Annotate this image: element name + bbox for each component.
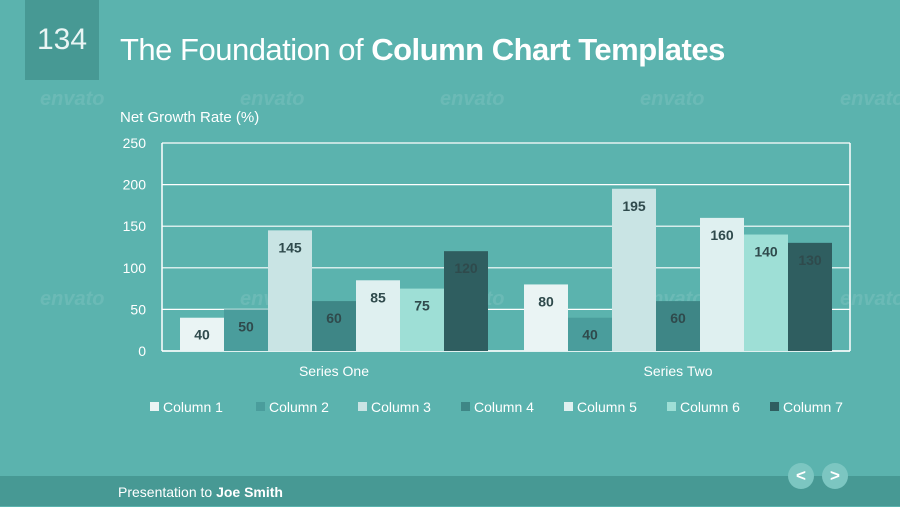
y-tick-label: 0 xyxy=(138,343,146,359)
chevron-right-icon: > xyxy=(830,466,840,485)
data-label: 145 xyxy=(278,239,302,255)
data-label: 160 xyxy=(710,227,734,243)
legend-label: Column 6 xyxy=(680,399,740,415)
y-tick-label: 200 xyxy=(123,177,147,193)
bar xyxy=(400,288,444,351)
bar xyxy=(700,217,744,351)
data-label: 120 xyxy=(454,260,478,276)
bar xyxy=(612,188,656,351)
legend-label: Column 4 xyxy=(474,399,534,415)
data-label: 40 xyxy=(582,327,598,343)
data-label: 75 xyxy=(414,298,430,314)
data-label: 130 xyxy=(798,252,822,268)
bar xyxy=(788,242,832,351)
data-label: 195 xyxy=(622,198,646,214)
footer-text: Presentation to Joe Smith xyxy=(118,484,283,500)
bar xyxy=(312,301,356,351)
bar xyxy=(444,251,488,351)
legend-swatch xyxy=(358,402,367,411)
footer-prefix: Presentation to xyxy=(118,484,217,500)
title-light: The Foundation of xyxy=(120,32,372,67)
legend-label: Column 1 xyxy=(163,399,223,415)
slide-title: The Foundation of Column Chart Templates xyxy=(120,32,725,68)
bar xyxy=(356,280,400,351)
data-label: 60 xyxy=(670,310,686,326)
bar xyxy=(656,301,700,351)
bar xyxy=(268,230,312,351)
data-label: 60 xyxy=(326,310,342,326)
legend-label: Column 3 xyxy=(371,399,431,415)
y-tick-label: 150 xyxy=(123,218,147,234)
title-bold: Column Chart Templates xyxy=(371,32,725,67)
bar xyxy=(524,284,568,351)
x-tick-label: Series One xyxy=(299,363,369,379)
y-axis-label: Net Growth Rate (%) xyxy=(120,109,259,126)
data-label: 40 xyxy=(194,327,210,343)
x-tick-label: Series Two xyxy=(644,363,713,379)
legend-swatch xyxy=(150,402,159,411)
y-tick-label: 50 xyxy=(130,301,146,317)
legend-swatch xyxy=(667,402,676,411)
legend-label: Column 2 xyxy=(269,399,329,415)
presenter-name: Joe Smith xyxy=(216,484,283,500)
bar xyxy=(568,317,612,351)
footer-bar: Presentation to Joe Smith xyxy=(0,476,900,506)
y-tick-label: 100 xyxy=(123,260,147,276)
legend-swatch xyxy=(461,402,470,411)
slide-number: 134 xyxy=(25,0,99,80)
chevron-left-icon: < xyxy=(796,466,806,485)
legend-swatch xyxy=(770,402,779,411)
y-tick-label: 250 xyxy=(123,135,147,151)
legend-label: Column 7 xyxy=(783,399,843,415)
legend-swatch xyxy=(256,402,265,411)
data-label: 80 xyxy=(538,293,554,309)
data-label: 50 xyxy=(238,318,254,334)
bar xyxy=(180,317,224,351)
bar xyxy=(744,234,788,351)
column-chart: Net Growth Rate (%) 0 50 100 150 200 250 40 50 14… xyxy=(120,109,851,415)
data-label: 85 xyxy=(370,289,386,305)
data-label: 140 xyxy=(754,244,778,260)
legend-swatch xyxy=(564,402,573,411)
next-slide-button[interactable]: > xyxy=(822,463,848,489)
legend-label: Column 5 xyxy=(577,399,637,415)
prev-slide-button[interactable]: < xyxy=(788,463,814,489)
bar xyxy=(224,309,268,351)
